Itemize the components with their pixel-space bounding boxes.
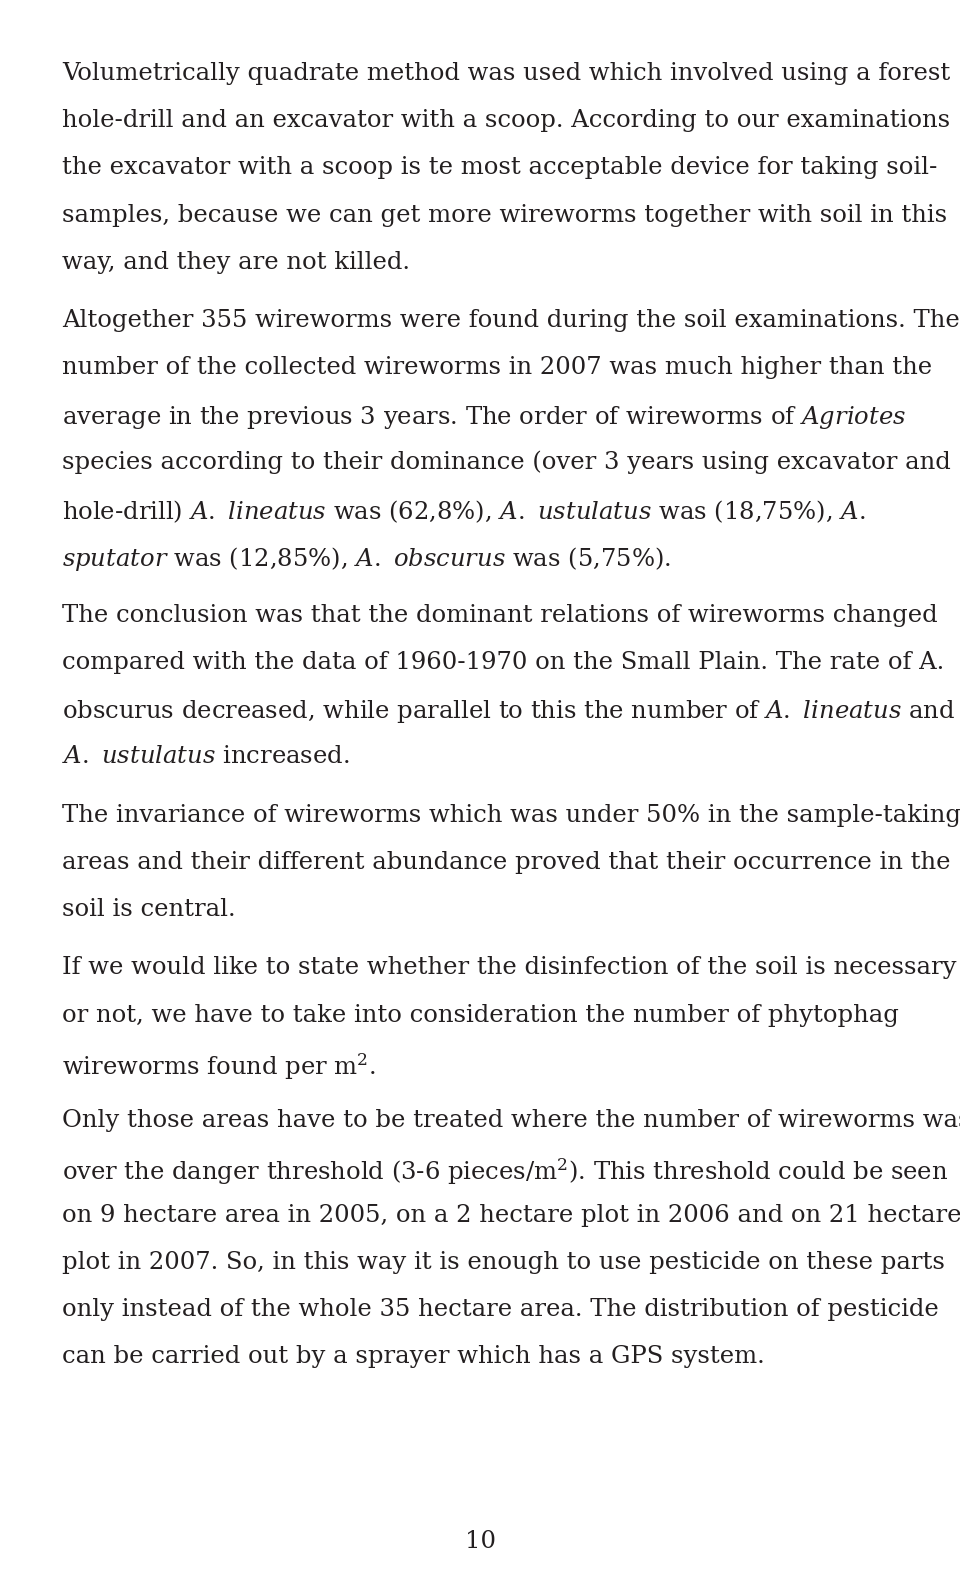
Text: wireworms found per m$^{2}$.: wireworms found per m$^{2}$.: [62, 1051, 375, 1081]
Text: $\mathit{A.\ ustulatus}$ increased.: $\mathit{A.\ ustulatus}$ increased.: [62, 746, 349, 768]
Text: soil is central.: soil is central.: [62, 898, 235, 921]
Text: The invariance of wireworms which was under 50% in the sample-taking: The invariance of wireworms which was un…: [62, 804, 960, 826]
Text: hole-drill) $\mathit{A.\ lineatus}$ was (62,8%), $\mathit{A.\ ustulatus}$ was (1: hole-drill) $\mathit{A.\ lineatus}$ was …: [62, 499, 866, 524]
Text: If we would like to state whether the disinfection of the soil is necessary: If we would like to state whether the di…: [62, 956, 956, 980]
Text: over the danger threshold (3-6 pieces/m$^{2}$). This threshold could be seen: over the danger threshold (3-6 pieces/m$…: [62, 1157, 948, 1187]
Text: can be carried out by a sprayer which has a GPS system.: can be carried out by a sprayer which ha…: [62, 1346, 765, 1368]
Text: Altogether 355 wireworms were found during the soil examinations. The: Altogether 355 wireworms were found duri…: [62, 309, 960, 332]
Text: only instead of the whole 35 hectare area. The distribution of pesticide: only instead of the whole 35 hectare are…: [62, 1298, 939, 1322]
Text: on 9 hectare area in 2005, on a 2 hectare plot in 2006 and on 21 hectare: on 9 hectare area in 2005, on a 2 hectar…: [62, 1203, 960, 1227]
Text: average in the previous 3 years. The order of wireworms of $\mathit{Agriotes}$: average in the previous 3 years. The ord…: [62, 404, 906, 431]
Text: species according to their dominance (over 3 years using excavator and: species according to their dominance (ov…: [62, 451, 950, 475]
Text: way, and they are not killed.: way, and they are not killed.: [62, 250, 410, 274]
Text: hole-drill and an excavator with a scoop. According to our examinations: hole-drill and an excavator with a scoop…: [62, 109, 950, 133]
Text: Only those areas have to be treated where the number of wireworms was: Only those areas have to be treated wher…: [62, 1110, 960, 1132]
Text: obscurus decreased, while parallel to this the number of $\mathit{A.\ lineatus}$: obscurus decreased, while parallel to th…: [62, 698, 955, 725]
Text: samples, because we can get more wireworms together with soil in this: samples, because we can get more wirewor…: [62, 204, 948, 226]
Text: 10: 10: [465, 1531, 495, 1553]
Text: the excavator with a scoop is te most acceptable device for taking soil-: the excavator with a scoop is te most ac…: [62, 157, 937, 179]
Text: Volumetrically quadrate method was used which involved using a forest: Volumetrically quadrate method was used …: [62, 62, 950, 85]
Text: areas and their different abundance proved that their occurrence in the: areas and their different abundance prov…: [62, 852, 950, 874]
Text: plot in 2007. So, in this way it is enough to use pesticide on these parts: plot in 2007. So, in this way it is enou…: [62, 1251, 945, 1274]
Text: The conclusion was that the dominant relations of wireworms changed: The conclusion was that the dominant rel…: [62, 603, 938, 627]
Text: or not, we have to take into consideration the number of phytophag: or not, we have to take into considerati…: [62, 1004, 899, 1027]
Text: number of the collected wireworms in 2007 was much higher than the: number of the collected wireworms in 200…: [62, 356, 932, 380]
Text: compared with the data of 1960-1970 on the Small Plain. The rate of A.: compared with the data of 1960-1970 on t…: [62, 651, 945, 674]
Text: $\mathit{sputator}$ was (12,85%), $\mathit{A.\ obscurus}$ was (5,75%).: $\mathit{sputator}$ was (12,85%), $\math…: [62, 545, 671, 573]
